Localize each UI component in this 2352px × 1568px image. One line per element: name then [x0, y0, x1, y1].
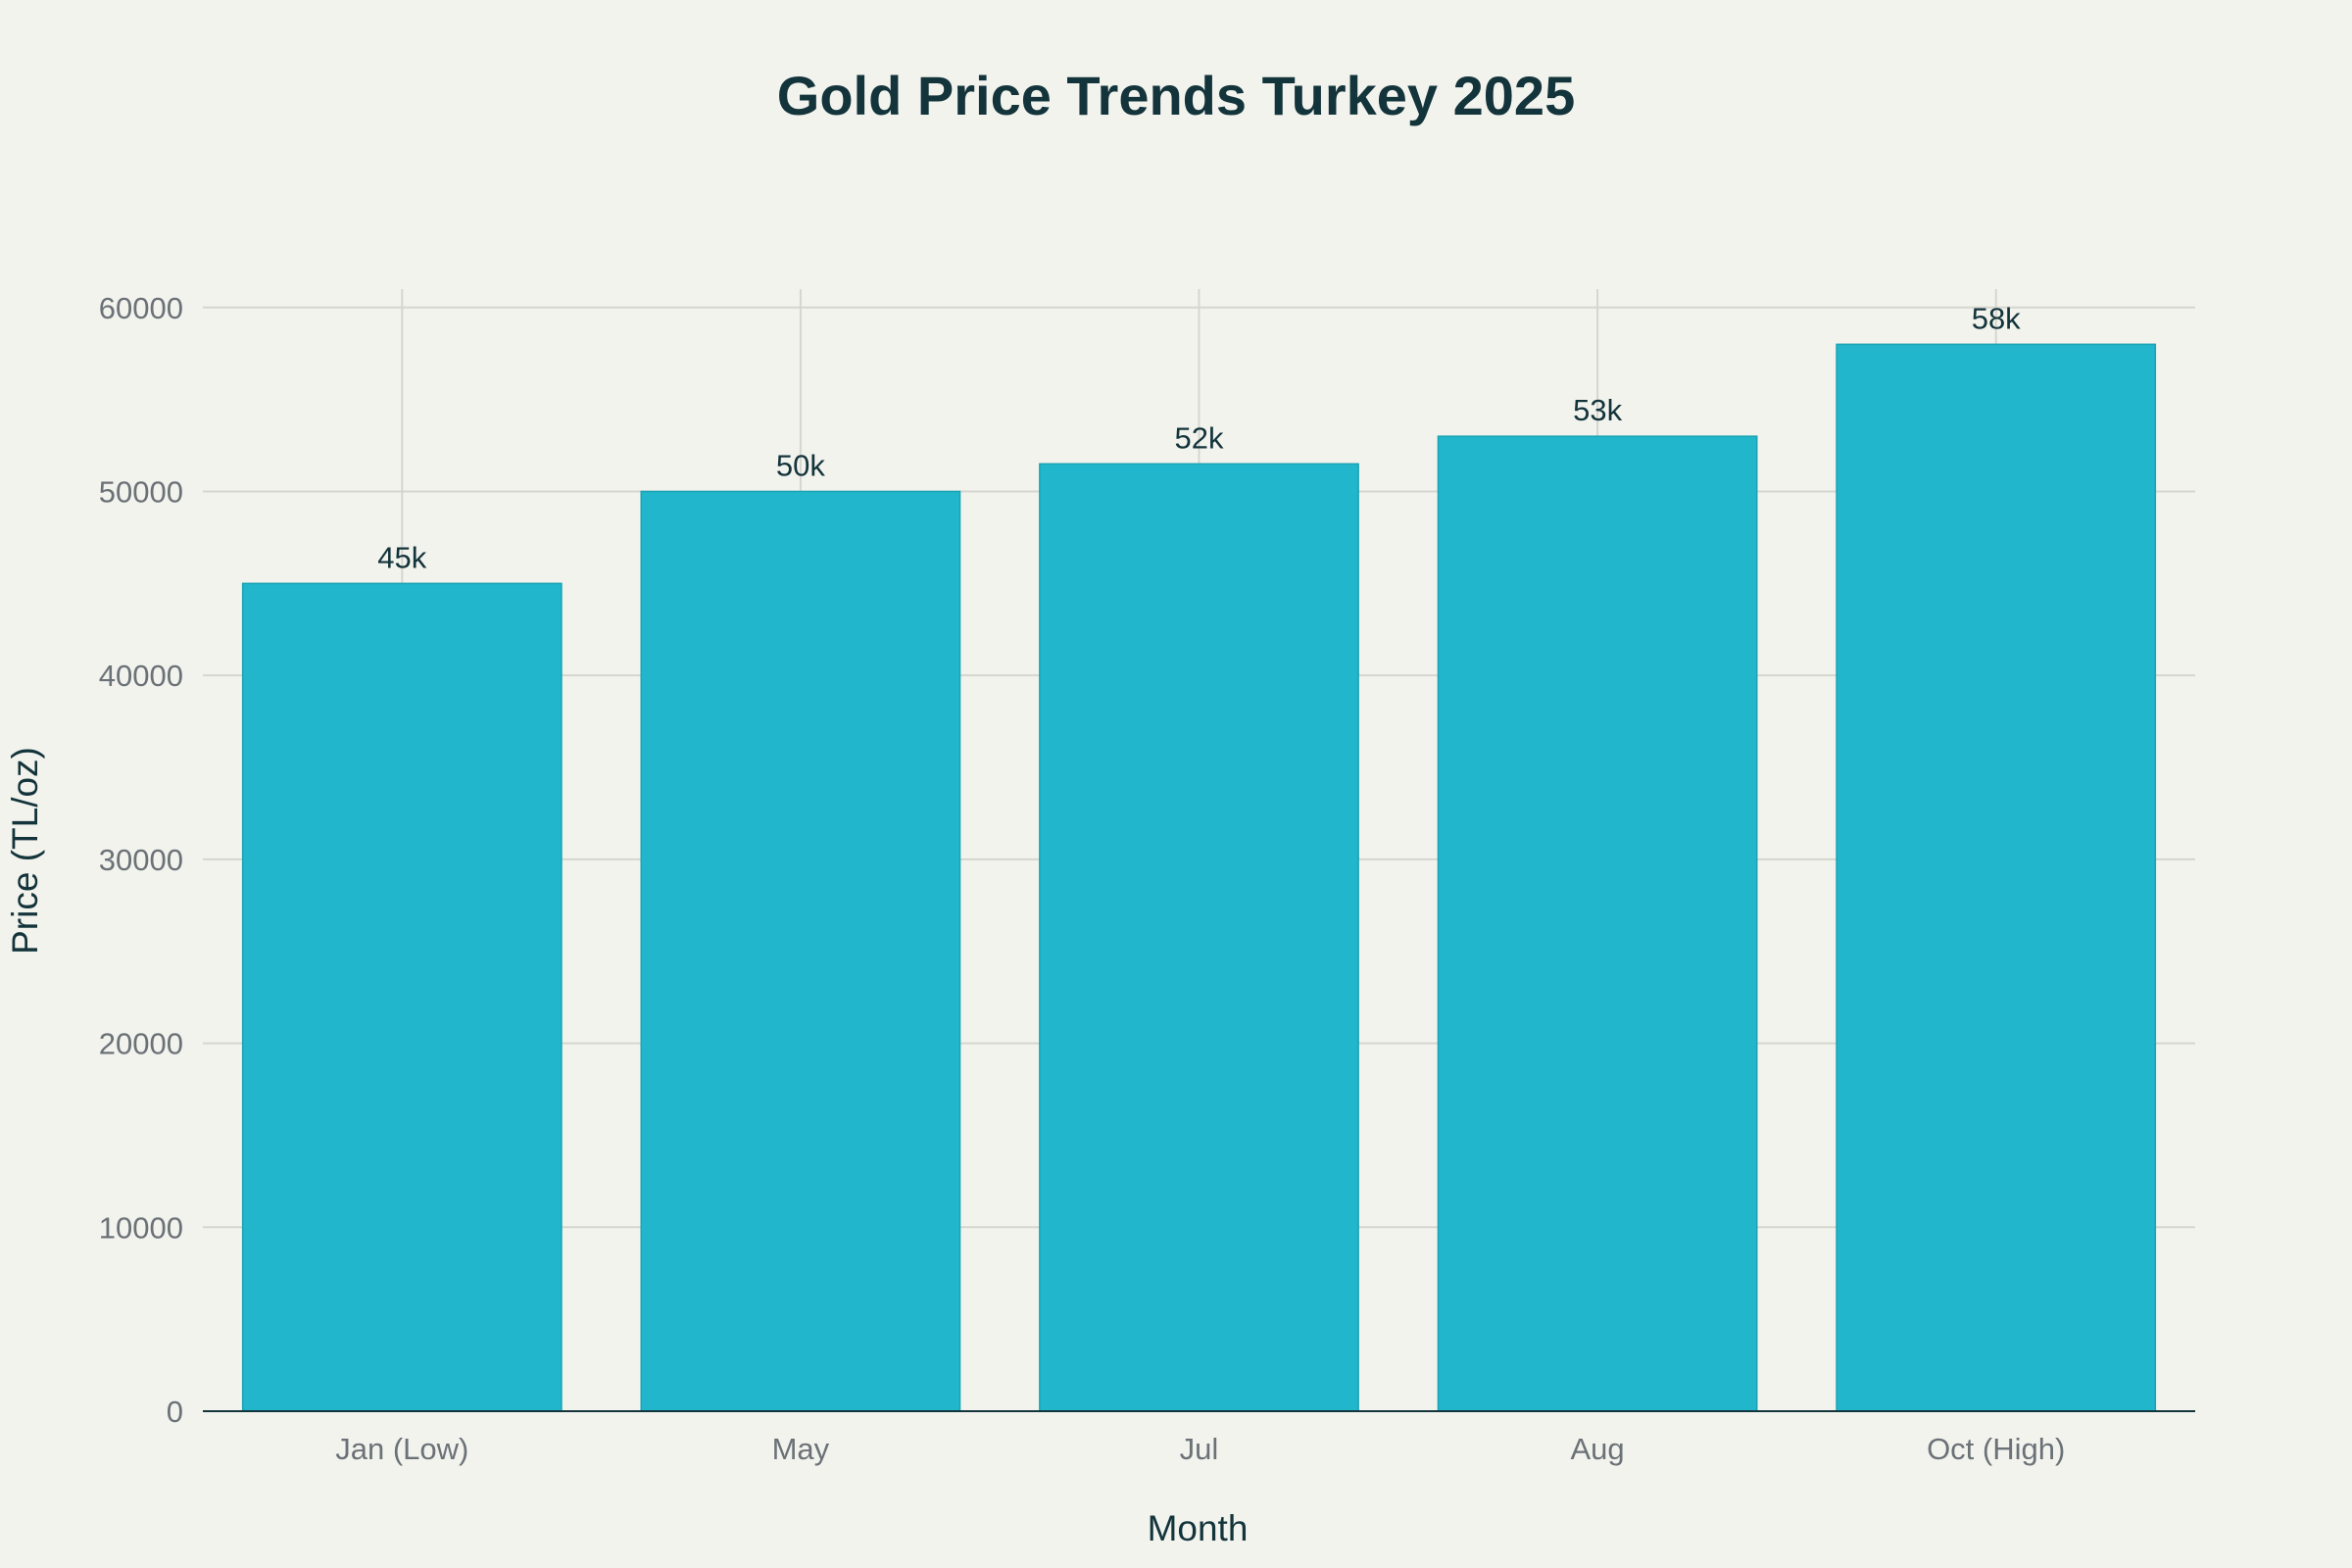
data-label: 58k: [1972, 301, 2021, 335]
x-tick-label: Aug: [1571, 1432, 1625, 1466]
y-tick-label: 60000: [99, 291, 183, 325]
y-tick-label: 20000: [99, 1027, 183, 1061]
y-tick-label: 40000: [99, 659, 183, 693]
y-tick-label: 30000: [99, 843, 183, 877]
y-tick-label: 50000: [99, 474, 183, 509]
data-label: 50k: [776, 448, 825, 482]
data-labels: 45k 50k 52k 53k 58k: [377, 301, 2021, 574]
x-tick-label: Oct (High): [1927, 1432, 2065, 1466]
bar-3: [1437, 435, 1758, 1412]
data-label: 52k: [1175, 420, 1224, 455]
y-axis-title: Price (TL/oz): [5, 747, 45, 955]
bars: [241, 343, 2157, 1412]
y-tick-label: 0: [167, 1395, 183, 1429]
data-label: 45k: [377, 540, 426, 574]
bar-2: [1039, 463, 1359, 1412]
y-axis-ticks: 0 10000 20000 30000 40000 50000 60000: [99, 291, 183, 1429]
bar-1: [640, 490, 961, 1412]
x-tick-label: May: [772, 1432, 830, 1466]
x-axis-title: Month: [1148, 1508, 1249, 1548]
data-label: 53k: [1573, 393, 1622, 427]
x-axis-ticks: Jan (Low) May Jul Aug Oct (High): [335, 1432, 2065, 1466]
bar-0: [241, 582, 563, 1412]
x-tick-label: Jul: [1180, 1432, 1219, 1466]
bar-4: [1836, 343, 2157, 1412]
chart-title: Gold Price Trends Turkey 2025: [777, 65, 1575, 126]
y-tick-label: 10000: [99, 1210, 183, 1245]
x-tick-label: Jan (Low): [335, 1432, 468, 1466]
